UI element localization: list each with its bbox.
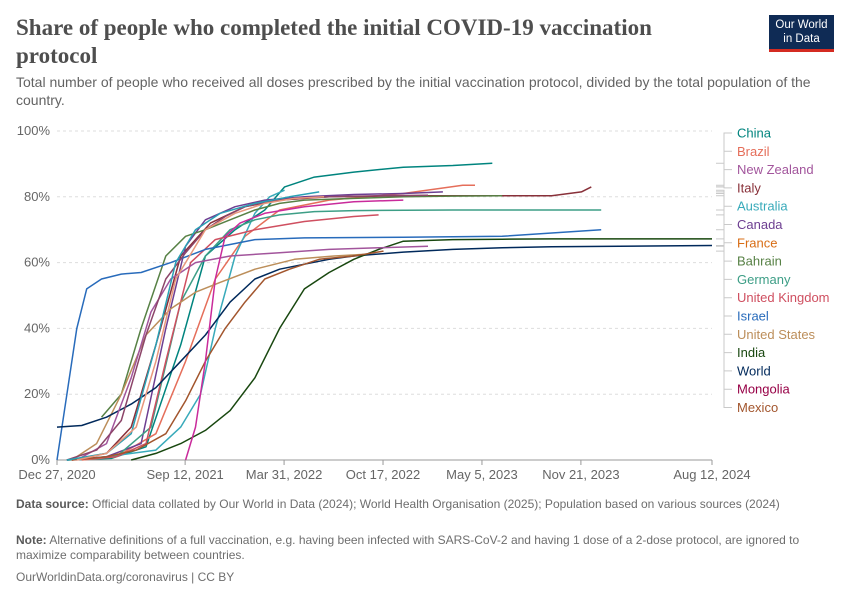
y-tick-label: 20% bbox=[24, 386, 50, 401]
legend-item-italy: Italy bbox=[737, 180, 761, 195]
note-label: Note: bbox=[16, 533, 47, 547]
legend: China Brazil New Zealand Italy Australia Cana… bbox=[737, 126, 830, 416]
legend-item-australia: Australia bbox=[737, 199, 788, 214]
series-line-mongolia bbox=[76, 245, 429, 461]
y-tick-label: 100% bbox=[17, 123, 51, 138]
x-tick-label: Dec 27, 2020 bbox=[18, 467, 95, 482]
series-line-united-states bbox=[71, 253, 364, 461]
series-line-canada bbox=[66, 191, 443, 461]
legend-item-israel: Israel bbox=[737, 309, 769, 324]
y-tick-label: 40% bbox=[24, 320, 50, 335]
series-line-france-teal- bbox=[66, 191, 320, 461]
series-line-world bbox=[56, 244, 713, 428]
x-tick-label: Nov 21, 2023 bbox=[542, 467, 619, 482]
x-axis: Dec 27, 2020 Sep 12, 2021 Mar 31, 2022 Oct … bbox=[18, 460, 751, 482]
series-line-india-darkgreen- bbox=[131, 238, 712, 461]
owid-logo[interactable]: Our World in Data bbox=[769, 15, 834, 52]
x-tick-label: Oct 17, 2022 bbox=[346, 467, 420, 482]
series-line-bahrain bbox=[100, 195, 503, 418]
legend-item-mexico: Mexico bbox=[737, 400, 778, 415]
x-tick-label: Aug 12, 2024 bbox=[673, 467, 750, 482]
x-tick-label: Sep 12, 2021 bbox=[146, 467, 223, 482]
legend-connectors bbox=[716, 132, 732, 408]
legend-item-india: India bbox=[737, 345, 766, 360]
legend-item-mongolia: Mongolia bbox=[737, 382, 791, 397]
y-tick-label: 80% bbox=[24, 189, 50, 204]
note-text: Alternative definitions of a full vaccin… bbox=[16, 533, 800, 562]
legend-item-bahrain: Bahrain bbox=[737, 254, 782, 269]
legend-connector bbox=[716, 150, 732, 186]
legend-connector bbox=[716, 250, 732, 408]
series-line-new-zealand-pink- bbox=[184, 199, 404, 461]
y-tick-label: 60% bbox=[24, 255, 50, 270]
chart-title: Share of people who completed the initia… bbox=[16, 15, 652, 68]
legend-item-new-zealand: New Zealand bbox=[737, 162, 814, 177]
x-tick-label: May 5, 2023 bbox=[446, 467, 518, 482]
legend-item-brazil: Brazil bbox=[737, 144, 770, 159]
legend-connector bbox=[716, 169, 732, 188]
y-axis-labels: 0% 20% 40% 60% 80% 100% bbox=[17, 123, 51, 467]
series-line-peach bbox=[76, 196, 325, 461]
chart-subtitle: Total number of people who received all … bbox=[16, 74, 811, 108]
series-line-israel bbox=[56, 228, 602, 461]
series-line-germany bbox=[66, 209, 602, 461]
source-url[interactable]: OurWorldinData.org/coronavirus | CC BY bbox=[16, 570, 235, 584]
series-line-mexico bbox=[71, 250, 384, 461]
x-tick-label: Mar 31, 2022 bbox=[246, 467, 323, 482]
series-line-china bbox=[66, 162, 493, 461]
legend-connector bbox=[716, 132, 732, 164]
logo-line-1: Our World bbox=[775, 19, 828, 31]
series-lines bbox=[56, 162, 713, 461]
data-source: Data source: Official data collated by O… bbox=[16, 497, 826, 512]
legend-item-china: China bbox=[737, 126, 772, 141]
legend-item-france: France bbox=[737, 235, 777, 250]
chart-note: Note: Alternative definitions of a full … bbox=[16, 533, 826, 563]
series-line-australia bbox=[66, 189, 285, 461]
legend-item-world: World bbox=[737, 363, 771, 378]
y-tick-label: 0% bbox=[31, 452, 50, 467]
series-line-united-kingdom bbox=[71, 214, 379, 461]
source-label: Data source: bbox=[16, 497, 89, 511]
legend-item-germany: Germany bbox=[737, 272, 791, 287]
legend-item-united-states: United States bbox=[737, 327, 816, 342]
source-text: Official data collated by Our World in D… bbox=[92, 497, 780, 511]
legend-item-united-kingdom: United Kingdom bbox=[737, 290, 830, 305]
logo-line-2: in Data bbox=[783, 33, 820, 45]
legend-item-canada: Canada bbox=[737, 217, 783, 232]
legend-connector bbox=[716, 186, 732, 189]
